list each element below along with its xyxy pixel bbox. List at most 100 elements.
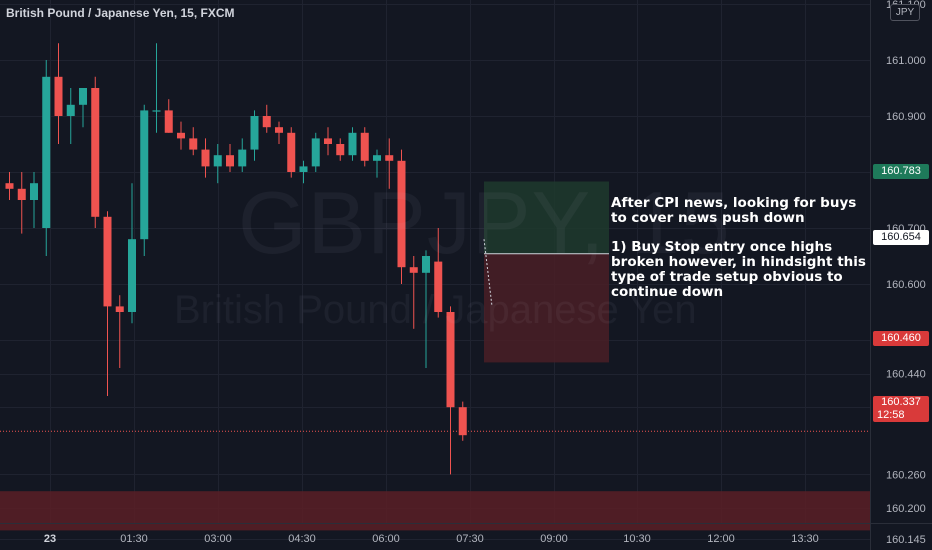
candle-body: [458, 407, 467, 436]
candle-body: [226, 155, 234, 167]
last-price-value: 160.337: [881, 396, 921, 408]
candle-body: [299, 166, 308, 172]
candle-body: [66, 104, 75, 116]
candle-body: [373, 155, 381, 161]
x-tick-label: 04:30: [288, 533, 316, 545]
candle-body: [360, 132, 369, 161]
x-tick-label: 13:30: [791, 533, 819, 545]
candle-body: [262, 116, 271, 128]
target-price-tag: 160.783: [873, 164, 929, 179]
candle: [348, 127, 357, 161]
entry-price-tag: 160.654: [873, 230, 929, 245]
candle: [397, 149, 406, 284]
candle: [30, 172, 38, 228]
candle: [434, 228, 443, 318]
candle-body: [17, 188, 26, 200]
candle-body: [434, 261, 443, 312]
candle: [336, 138, 345, 161]
candle-body: [152, 110, 161, 112]
x-tick-label: 03:00: [204, 533, 232, 545]
candle: [42, 60, 51, 256]
candle: [422, 250, 430, 368]
symbol-watermark: GBPJPY, 15: [238, 173, 731, 272]
y-tick-label: 160.260: [886, 469, 926, 481]
candle-body: [397, 160, 406, 268]
currency-button[interactable]: JPY: [890, 4, 920, 21]
candle-body: [91, 88, 100, 217]
candle-body: [30, 183, 38, 200]
x-tick-label: 09:00: [540, 533, 568, 545]
candle: [409, 256, 418, 329]
candle: [177, 121, 185, 150]
candle: [360, 127, 369, 167]
candle-body: [446, 312, 455, 408]
candle: [324, 127, 332, 156]
candle: [385, 138, 394, 189]
target-zone: [484, 181, 609, 254]
candle-body: [422, 256, 430, 273]
candle: [103, 211, 112, 396]
candle-body: [409, 267, 418, 273]
demand-zone: [0, 491, 870, 531]
candle: [115, 295, 124, 368]
candle-body: [385, 155, 394, 161]
candle: [213, 144, 222, 184]
candle: [311, 132, 320, 172]
candle-body: [201, 149, 210, 167]
candle: [54, 43, 63, 144]
candle: [189, 127, 198, 156]
candle: [275, 121, 283, 144]
note-buy-stop[interactable]: 1) Buy Stop entry once highs broken howe…: [611, 239, 866, 300]
x-tick-label: 01:30: [120, 533, 148, 545]
chart-title[interactable]: British Pound / Japanese Yen, 15, FXCM: [6, 6, 235, 20]
candle-body: [275, 127, 283, 133]
y-tick-label: 160.145: [886, 534, 926, 546]
x-tick-label: 06:00: [372, 533, 400, 545]
candle-body: [189, 138, 198, 150]
candle: [458, 401, 467, 441]
candle-body: [103, 216, 112, 307]
candle: [140, 104, 149, 256]
candle: [128, 183, 136, 324]
x-tick-label: 12:00: [707, 533, 735, 545]
candle-body: [213, 155, 222, 167]
candle-body: [5, 183, 14, 189]
candle: [17, 172, 26, 234]
candle: [201, 138, 210, 178]
candle-body: [115, 306, 124, 312]
candle-body: [336, 144, 345, 156]
candle: [299, 160, 308, 184]
candle: [152, 43, 161, 133]
x-tick-label: 23: [44, 533, 56, 545]
candle-body: [54, 76, 63, 116]
candle: [287, 127, 296, 178]
name-watermark: British Pound / Japanese Yen: [174, 288, 697, 332]
candle: [5, 172, 14, 200]
y-tick-label: 160.200: [886, 503, 926, 515]
note-cpi[interactable]: After CPI news, looking for buys to cove…: [611, 195, 857, 226]
candle: [262, 104, 271, 133]
candle-body: [250, 116, 259, 150]
stop-price-tag: 160.460: [873, 331, 929, 346]
candle-body: [140, 110, 149, 240]
stop-zone: [484, 253, 609, 363]
candle-body: [238, 149, 247, 167]
candle: [226, 144, 234, 172]
candle: [66, 88, 75, 144]
x-tick-label: 10:30: [623, 533, 651, 545]
y-tick-label: 160.600: [886, 279, 926, 291]
candle: [250, 110, 259, 161]
candle-body: [177, 132, 185, 139]
y-tick-label: 160.440: [886, 369, 926, 381]
y-tick-label: 160.900: [886, 111, 926, 123]
candle-body: [348, 132, 357, 156]
candle-body: [164, 110, 173, 133]
candle: [164, 99, 173, 133]
countdown-timer: 12:58: [877, 409, 905, 421]
candle-body: [128, 239, 136, 312]
candle-body: [311, 138, 320, 167]
candle-body: [79, 88, 87, 105]
candle: [79, 88, 87, 128]
last-price-tag: 160.337 12:58: [873, 396, 929, 422]
